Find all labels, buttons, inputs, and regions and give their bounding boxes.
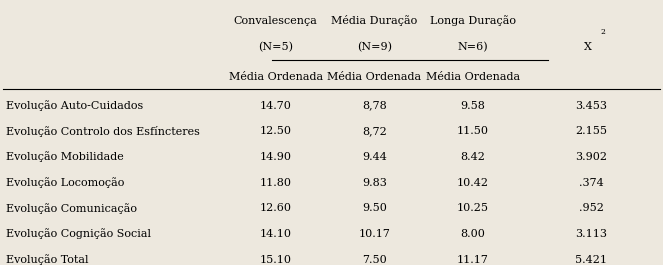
Text: Convalescença: Convalescença — [233, 16, 318, 26]
Text: 9.83: 9.83 — [362, 178, 387, 188]
Text: 15.10: 15.10 — [260, 255, 292, 265]
Text: Média Ordenada: Média Ordenada — [327, 72, 421, 82]
Text: Longa Duração: Longa Duração — [430, 15, 516, 26]
Text: Evolução Locomoção: Evolução Locomoção — [6, 177, 125, 188]
Text: 3.902: 3.902 — [575, 152, 607, 162]
Text: 8.42: 8.42 — [460, 152, 485, 162]
Text: (N=9): (N=9) — [357, 42, 392, 53]
Text: 9.50: 9.50 — [362, 203, 387, 213]
Text: Evolução Comunicação: Evolução Comunicação — [6, 203, 137, 214]
Text: 10.17: 10.17 — [358, 229, 390, 239]
Text: 11.80: 11.80 — [260, 178, 292, 188]
Text: 11.17: 11.17 — [457, 255, 489, 265]
Text: 2.155: 2.155 — [575, 126, 607, 136]
Text: Média Duração: Média Duração — [331, 15, 418, 26]
Text: 7.50: 7.50 — [362, 255, 387, 265]
Text: 8.00: 8.00 — [460, 229, 485, 239]
Text: 14.70: 14.70 — [260, 100, 292, 111]
Text: Evolução Total: Evolução Total — [6, 254, 89, 265]
Text: Evolução Controlo dos Esfíncteres: Evolução Controlo dos Esfíncteres — [6, 126, 200, 137]
Text: Evolução Mobilidade: Evolução Mobilidade — [6, 152, 124, 162]
Text: 10.25: 10.25 — [457, 203, 489, 213]
Text: .374: .374 — [579, 178, 603, 188]
Text: 10.42: 10.42 — [457, 178, 489, 188]
Text: 9.58: 9.58 — [460, 100, 485, 111]
Text: .952: .952 — [579, 203, 603, 213]
Text: 14.90: 14.90 — [260, 152, 292, 162]
Text: 3.113: 3.113 — [575, 229, 607, 239]
Text: 3.453: 3.453 — [575, 100, 607, 111]
Text: 11.50: 11.50 — [457, 126, 489, 136]
Text: N=6): N=6) — [457, 42, 488, 53]
Text: X: X — [584, 42, 592, 52]
Text: 8,72: 8,72 — [362, 126, 387, 136]
Text: Evolução Auto-Cuidados: Evolução Auto-Cuidados — [6, 100, 143, 111]
Text: 12.50: 12.50 — [260, 126, 292, 136]
Text: Evolução Cognição Social: Evolução Cognição Social — [6, 229, 151, 240]
Text: 14.10: 14.10 — [260, 229, 292, 239]
Text: 12.60: 12.60 — [260, 203, 292, 213]
Text: Média Ordenada: Média Ordenada — [426, 72, 520, 82]
Text: 8,78: 8,78 — [362, 100, 387, 111]
Text: Média Ordenada: Média Ordenada — [229, 72, 323, 82]
Text: (N=5): (N=5) — [258, 42, 293, 53]
Text: 2: 2 — [601, 28, 605, 36]
Text: 9.44: 9.44 — [362, 152, 387, 162]
Text: 5.421: 5.421 — [575, 255, 607, 265]
